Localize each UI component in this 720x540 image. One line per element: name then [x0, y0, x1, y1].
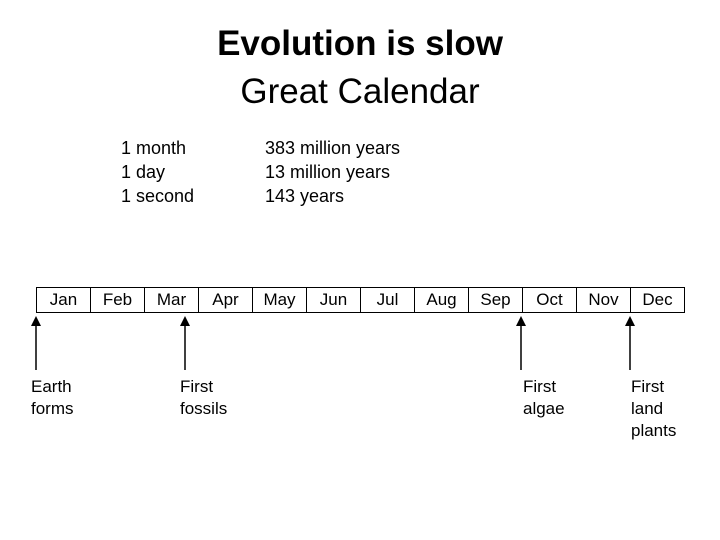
diagram-title: Evolution is slow [0, 20, 720, 68]
event-label-first-algae: First algae [523, 377, 565, 418]
diagram-subtitle: Great Calendar [0, 68, 720, 116]
event-label-earth-forms: Earth forms [31, 377, 74, 418]
scale-unit: 1 month [121, 138, 187, 158]
scale-units: 1 month 1 day 1 second [121, 136, 194, 208]
title-line-2: Great Calendar [240, 72, 480, 111]
scale-unit: 1 second [121, 186, 195, 206]
month-cell: Nov [577, 288, 631, 312]
scale-unit: 1 day [121, 162, 166, 182]
arrow-earth-forms [31, 316, 41, 370]
month-timeline: Jan Feb Mar Apr May Jun Jul Aug Sep Oct … [36, 287, 685, 313]
month-cell: Apr [199, 288, 253, 312]
arrow-first-fossils [180, 316, 190, 370]
scale-equivalent: 13 million years [265, 162, 391, 182]
scale-equivalents: 383 million years 13 million years 143 y… [265, 136, 400, 208]
month-cell: Sep [469, 288, 523, 312]
month-cell: Jan [37, 288, 91, 312]
scale-equivalent: 143 years [265, 186, 345, 206]
month-cell: Jul [361, 288, 415, 312]
arrow-first-algae [516, 316, 526, 370]
scale-equivalent: 383 million years [265, 138, 401, 158]
title-line-1: Evolution is slow [217, 24, 503, 63]
month-cell: Jun [307, 288, 361, 312]
month-cell: Feb [91, 288, 145, 312]
month-cell: Dec [642, 290, 673, 309]
event-label-first-land-plants: First land plants [631, 377, 677, 440]
arrow-first-land-plants [625, 316, 635, 370]
event-label-first-fossils: First fossils [180, 377, 228, 418]
month-cell: Oct [523, 288, 577, 312]
month-cell: Mar [145, 288, 199, 312]
month-cell: Aug [415, 288, 469, 312]
month-cell: May [253, 288, 307, 312]
